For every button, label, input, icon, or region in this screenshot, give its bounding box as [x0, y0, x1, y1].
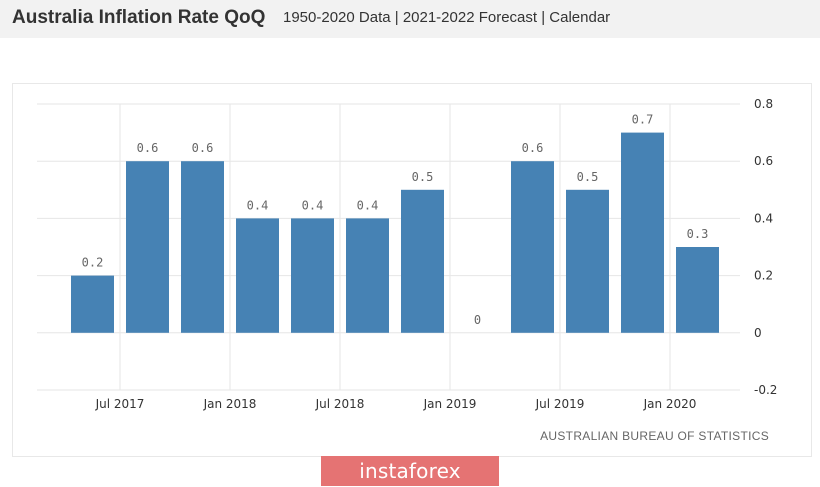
bar	[511, 161, 554, 333]
y-tick-label: 0	[754, 326, 762, 340]
bar	[71, 275, 114, 333]
bar-value-label: 0	[474, 313, 481, 327]
page-title: Australia Inflation Rate QoQ	[12, 7, 266, 28]
axis-layer: 0.8 0.6 0.4 0.2 0 -0.2 Jul 2017 Jan 2018 Jul 201…	[95, 97, 778, 411]
y-tick-label: 0.2	[754, 269, 773, 283]
x-tick-label: Jul 2019	[535, 397, 585, 411]
y-tick-label: 0.4	[754, 211, 773, 225]
bar-value-label: 0.6	[137, 141, 159, 155]
y-tick-label: 0.6	[754, 154, 773, 168]
x-tick-label: Jul 2018	[315, 397, 365, 411]
bar-value-label: 0.3	[687, 227, 709, 241]
watermark-banner: instaforex	[321, 456, 499, 486]
bar-layer	[71, 132, 719, 333]
bar-value-label: 0.2	[82, 256, 104, 270]
bar-value-label: 0.6	[192, 141, 214, 155]
x-tick-label: Jul 2017	[95, 397, 145, 411]
source-label: AUSTRALIAN BUREAU OF STATISTICS	[540, 429, 769, 443]
bar	[126, 161, 169, 333]
bar	[181, 161, 224, 333]
bar	[621, 132, 664, 333]
bar-value-label: 0.4	[302, 198, 324, 212]
x-tick-label: Jan 2020	[643, 397, 697, 411]
bar-value-label: 0.6	[522, 141, 544, 155]
bar-value-label: 0.4	[357, 198, 379, 212]
bar	[291, 218, 334, 333]
bar-value-label: 0.7	[632, 113, 654, 127]
bar-value-label: 0.4	[247, 198, 269, 212]
page-subtitle: 1950-2020 Data | 2021-2022 Forecast | Ca…	[283, 9, 611, 26]
bar	[236, 218, 279, 333]
bar-value-label: 0.5	[577, 170, 599, 184]
bar	[401, 189, 444, 333]
value-label-layer: 0.2 0.6 0.6 0.4 0.4 0.4 0.5 0 0.6 0.5 0.7 0.3	[82, 113, 709, 327]
bar	[346, 218, 389, 333]
chart-header: Australia Inflation Rate QoQ 1950-2020 D…	[0, 0, 820, 38]
bar	[676, 247, 719, 333]
x-tick-label: Jan 2018	[203, 397, 257, 411]
x-tick-label: Jan 2019	[423, 397, 477, 411]
y-tick-label: 0.8	[754, 97, 773, 111]
bar-value-label: 0.5	[412, 170, 434, 184]
y-tick-label: -0.2	[754, 383, 777, 397]
bar	[566, 189, 609, 333]
